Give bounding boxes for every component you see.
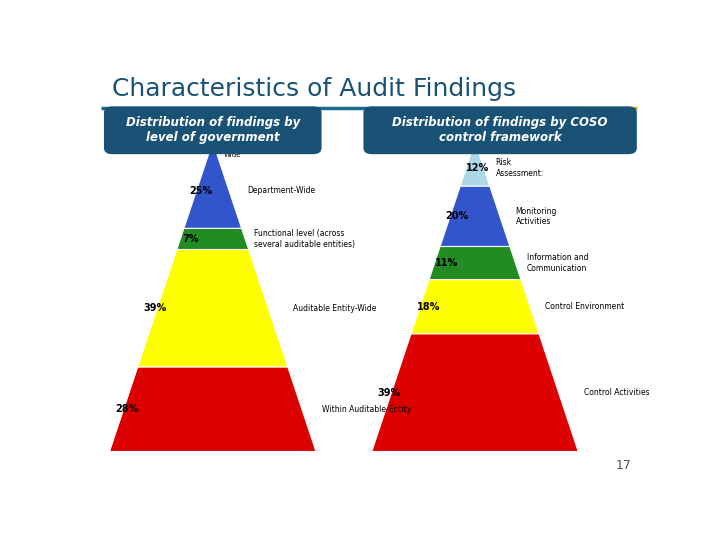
Text: Within Auditable-Entity: Within Auditable-Entity xyxy=(322,405,411,414)
Text: Control Environment: Control Environment xyxy=(544,302,624,311)
Polygon shape xyxy=(109,367,316,451)
Text: 39%: 39% xyxy=(377,388,400,398)
FancyBboxPatch shape xyxy=(364,106,637,154)
Text: Department-Wide: Department-Wide xyxy=(247,186,315,195)
Text: 12%: 12% xyxy=(466,163,489,173)
Polygon shape xyxy=(184,153,242,228)
Polygon shape xyxy=(372,334,578,451)
Polygon shape xyxy=(138,249,288,367)
Polygon shape xyxy=(429,246,521,280)
Polygon shape xyxy=(209,150,217,153)
Text: 7%: 7% xyxy=(182,234,199,244)
Text: 28%: 28% xyxy=(115,404,138,414)
Text: 39%: 39% xyxy=(143,303,166,313)
Text: Functional level (across
several auditable entities): Functional level (across several auditab… xyxy=(254,230,355,248)
Text: 1%: 1% xyxy=(194,146,210,156)
Text: 11%: 11% xyxy=(435,258,458,268)
Text: Information and
Communication: Information and Communication xyxy=(526,253,588,273)
Text: 25%: 25% xyxy=(189,186,212,195)
Text: Monitoring
Activities: Monitoring Activities xyxy=(516,207,557,226)
Text: 18%: 18% xyxy=(417,302,440,312)
Text: 17: 17 xyxy=(616,460,631,472)
Text: Distribution of findings by
level of government: Distribution of findings by level of gov… xyxy=(125,116,300,144)
Text: Characteristics of Audit Findings: Characteristics of Audit Findings xyxy=(112,77,516,102)
Text: 20%: 20% xyxy=(446,211,469,221)
Text: Government-
Wide: Government- Wide xyxy=(224,145,270,158)
Polygon shape xyxy=(411,280,539,334)
Text: Auditable Entity-Wide: Auditable Entity-Wide xyxy=(294,304,377,313)
Polygon shape xyxy=(460,150,490,186)
FancyBboxPatch shape xyxy=(104,106,322,154)
Text: Distribution of findings by COSO
control framework: Distribution of findings by COSO control… xyxy=(392,116,608,144)
Polygon shape xyxy=(440,186,510,246)
Text: Control Activities: Control Activities xyxy=(584,388,649,397)
Text: Risk
Assessment:: Risk Assessment: xyxy=(495,158,544,178)
Polygon shape xyxy=(177,228,248,249)
